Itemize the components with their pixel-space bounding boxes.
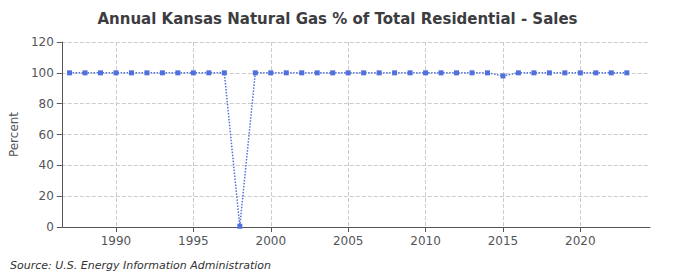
svg-text:20: 20	[39, 189, 54, 203]
svg-text:100: 100	[31, 66, 54, 80]
svg-text:Percent: Percent	[7, 112, 21, 157]
svg-text:2015: 2015	[488, 234, 519, 248]
svg-text:2005: 2005	[333, 234, 364, 248]
svg-text:0: 0	[46, 220, 54, 234]
svg-text:1995: 1995	[178, 234, 209, 248]
svg-text:2000: 2000	[255, 234, 286, 248]
svg-text:60: 60	[39, 128, 54, 142]
svg-text:Annual Kansas Natural Gas % of: Annual Kansas Natural Gas % of Total Res…	[97, 10, 577, 28]
svg-text:Source: U.S. Energy Informatio: Source: U.S. Energy Information Administ…	[10, 259, 271, 272]
svg-text:120: 120	[31, 35, 54, 49]
svg-text:2020: 2020	[565, 234, 596, 248]
svg-text:40: 40	[39, 158, 54, 172]
svg-text:1990: 1990	[101, 234, 132, 248]
svg-text:80: 80	[39, 97, 54, 111]
svg-text:2010: 2010	[410, 234, 441, 248]
